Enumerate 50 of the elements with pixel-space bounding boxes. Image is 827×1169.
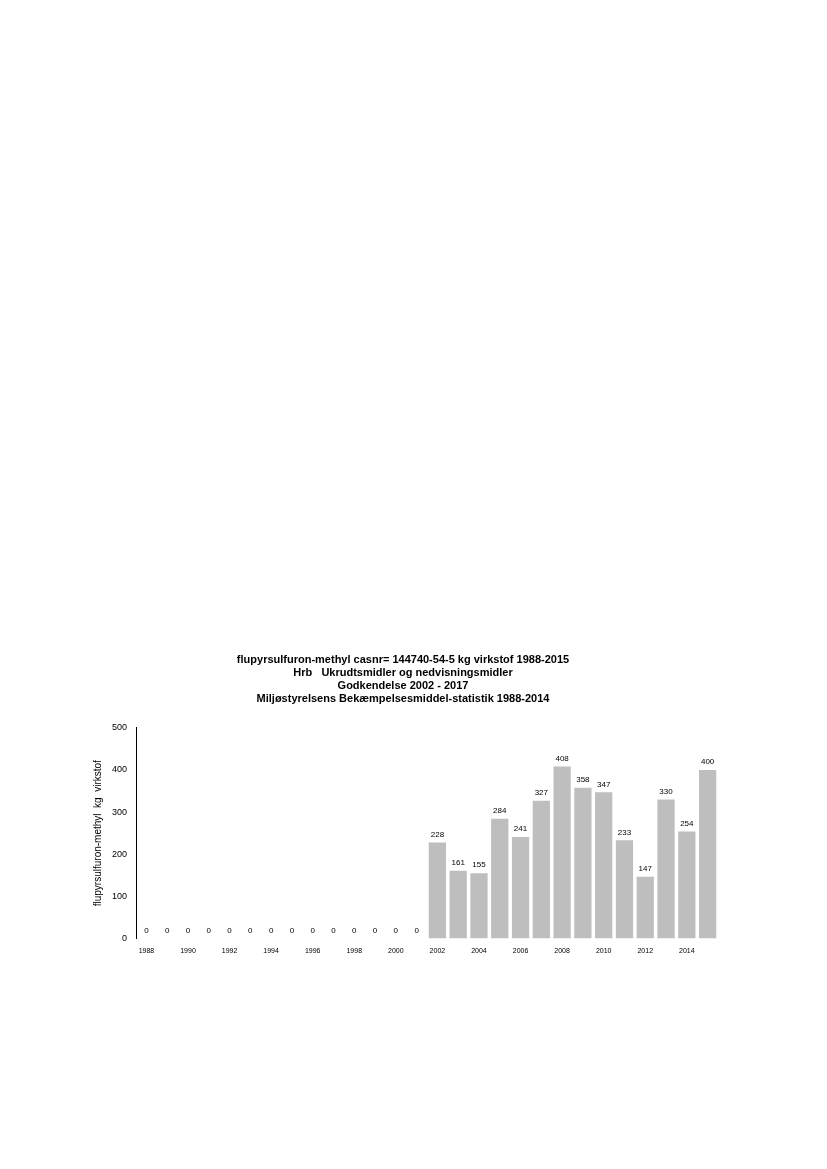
bar	[657, 799, 675, 939]
data-label: 0	[352, 925, 358, 935]
bar	[428, 842, 447, 939]
data-label: 0	[414, 925, 420, 935]
data-label: 0	[268, 925, 274, 935]
data-label: 228	[430, 829, 445, 839]
bar	[678, 831, 696, 939]
data-label: 0	[164, 925, 170, 935]
data-label: 254	[680, 818, 695, 828]
data-label: 0	[185, 925, 191, 935]
bar	[595, 792, 613, 939]
data-label: 347	[597, 779, 611, 789]
data-label: 330	[659, 786, 674, 796]
bar	[511, 836, 530, 939]
data-label: 358	[576, 774, 591, 784]
bar	[615, 840, 634, 939]
data-label: 284	[493, 806, 507, 816]
bar	[553, 766, 571, 939]
y-tick-label: 100	[111, 890, 128, 901]
bar	[470, 873, 488, 939]
data-label: 0	[331, 925, 337, 935]
data-label: 0	[310, 925, 316, 935]
y-tick-label: 300	[111, 806, 128, 817]
data-label: 408	[555, 753, 570, 763]
bar	[698, 769, 717, 939]
data-label: 147	[638, 863, 653, 873]
data-label: 0	[227, 925, 233, 935]
data-label: 400	[700, 757, 715, 767]
y-tick-label: 200	[111, 848, 128, 859]
bar	[449, 870, 467, 939]
data-label: 0	[393, 925, 399, 935]
data-label: 0	[206, 925, 212, 935]
data-label: 0	[372, 925, 378, 935]
y-axis-title: flupyrsulfuron-methyl kg virkstof	[91, 759, 103, 907]
data-label: 161	[451, 857, 466, 867]
chart-title: flupyrsulfuron-methyl casnr= 144740-54-5 kg virkstof 1988-2015 Hrb Ukrudtsmidler og nedvisningsmidler Godkendelse 2002 - 2017 Miljøstyrelsens Bekæmpelsesmiddel-statistik 1988-2014	[236, 652, 570, 705]
data-label: 241	[513, 824, 528, 834]
y-tick-label: 0	[122, 933, 128, 944]
data-label: 155	[472, 860, 487, 870]
bar	[491, 818, 509, 939]
y-tick-label: 400	[111, 764, 128, 775]
data-label: 0	[289, 925, 295, 935]
bar	[532, 800, 550, 939]
bar	[574, 787, 592, 939]
data-label: 0	[248, 925, 254, 935]
data-label: 233	[617, 827, 632, 837]
y-tick-label: 500	[111, 722, 128, 733]
bar	[636, 876, 654, 939]
data-label: 327	[534, 787, 549, 797]
data-label: 0	[144, 925, 150, 935]
